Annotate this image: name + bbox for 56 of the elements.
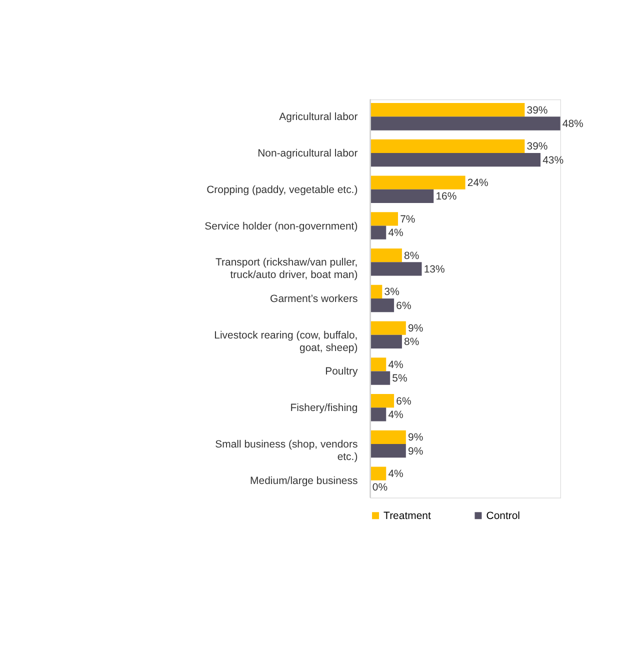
bar (370, 116, 560, 130)
y-tick-label: Small business (shop, vendors etc.) (215, 439, 358, 464)
bar (370, 321, 406, 335)
data-label: 39% (526, 105, 548, 116)
data-label: 9% (408, 446, 424, 458)
y-tick-label: Medium/large business (250, 476, 358, 487)
bar (370, 248, 402, 262)
data-label: 13% (424, 264, 445, 276)
y-tick-label: Cropping (paddy, vegetable etc.) (206, 184, 358, 196)
data-label: 4% (388, 360, 404, 371)
y-tick-label: Agricultural labor (279, 112, 358, 124)
data-label: 4% (388, 228, 404, 240)
data-label: 5% (392, 374, 408, 385)
bar (370, 226, 386, 240)
data-label: 7% (400, 214, 416, 226)
data-label: 39% (526, 142, 548, 153)
bar (370, 334, 402, 349)
data-label: 48% (562, 118, 584, 130)
bar (370, 371, 390, 385)
bar (370, 212, 398, 226)
data-label: 16% (436, 192, 457, 203)
bar (370, 358, 386, 372)
y-tick-label: Fishery/fishing (290, 403, 358, 414)
bar (370, 262, 422, 276)
legend-label: Control (486, 511, 520, 522)
bar (370, 466, 386, 480)
data-label: 4% (388, 410, 404, 421)
bar (370, 298, 394, 312)
bar (370, 176, 466, 190)
bar (370, 408, 386, 422)
bar (370, 284, 382, 299)
data-label: 6% (396, 300, 412, 312)
y-tick-label: Poultry (325, 366, 358, 378)
data-label: 9% (408, 432, 424, 444)
data-label: 8% (404, 250, 420, 262)
data-label: 0% (372, 482, 388, 494)
bar (370, 103, 525, 117)
bar (370, 139, 525, 154)
y-tick-label: Transport (rickshaw/van puller, truck/auto driver, boat man) (216, 258, 358, 282)
bar (370, 153, 541, 167)
y-tick-label: Garment’s workers (270, 294, 358, 306)
bar (370, 430, 406, 444)
data-label: 24% (467, 178, 488, 190)
data-label: 6% (396, 396, 412, 408)
data-label: 8% (404, 337, 420, 348)
bar (370, 444, 406, 458)
data-label: 43% (542, 155, 564, 166)
bar (370, 189, 434, 204)
data-label: 9% (408, 324, 424, 335)
data-label: 4% (388, 469, 404, 480)
legend-label: Treatment (384, 511, 431, 522)
y-tick-label: Service holder (non-government) (204, 221, 358, 232)
data-label: 3% (384, 287, 400, 298)
y-tick-label: Livestock rearing (cow, buffalo, goat, sheep) (214, 330, 358, 354)
bar (370, 394, 394, 408)
y-tick-label: Non-agricultural labor (258, 148, 358, 160)
